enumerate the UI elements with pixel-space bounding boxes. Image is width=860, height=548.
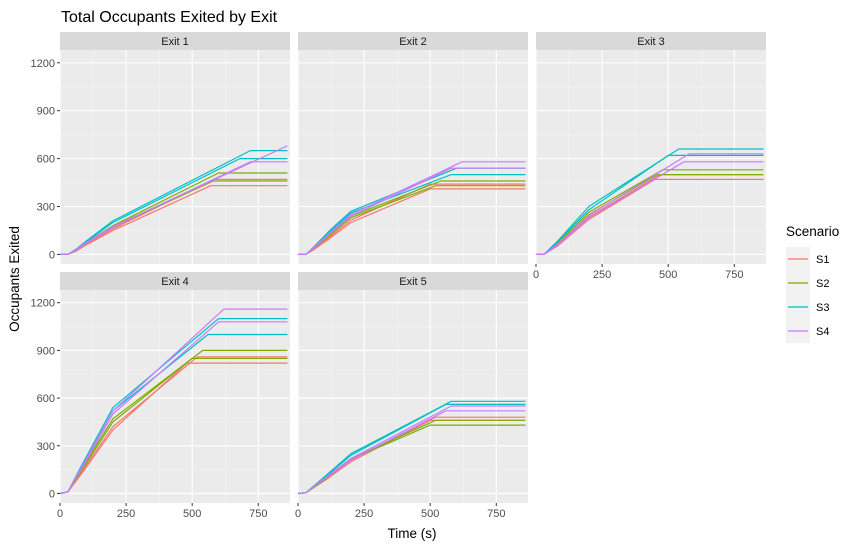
series-line-s4: [297, 405, 526, 495]
panel-background: [60, 290, 290, 503]
panel-background: [60, 50, 290, 264]
facet-strip-label: Exit 1: [161, 36, 189, 48]
x-tick-label: 250: [117, 508, 135, 520]
y-axis-title: Occupants Exited: [7, 226, 22, 332]
facet-panel: Exit 4 0 300 600 900 1200 0 250 500 750: [31, 272, 290, 520]
legend-title: Scenario: [786, 224, 839, 239]
panels: Exit 1 0 300 600 900 1200 Exit 2 Exit 3 0 250 500 7…: [31, 32, 766, 520]
x-tick-label: 750: [487, 508, 505, 520]
facet-panel: Exit 5 0 250 500 750: [295, 272, 528, 520]
facet-panel: Exit 2: [297, 32, 528, 264]
y-tick-label: 0: [49, 249, 55, 261]
y-tick-label: 0: [49, 488, 55, 500]
x-tick-label: 500: [421, 508, 439, 520]
y-tick-label: 1200: [31, 58, 55, 70]
legend-label: S2: [816, 278, 829, 290]
y-tick-label: 300: [37, 202, 55, 214]
legend-label: S3: [816, 302, 829, 314]
x-tick-label: 0: [57, 508, 63, 520]
series-line-s4: [536, 153, 764, 255]
facet-strip-label: Exit 5: [399, 276, 427, 288]
chart-title: Total Occupants Exited by Exit: [61, 9, 278, 26]
facet-panel: Exit 1 0 300 600 900 1200: [31, 32, 290, 264]
x-tick-label: 750: [725, 269, 743, 281]
facet-strip: [298, 272, 528, 290]
facet-strip: [536, 32, 766, 50]
series-line-s4: [60, 145, 288, 255]
x-tick-label: 0: [533, 269, 539, 281]
x-axis-title: Time (s): [388, 526, 437, 541]
y-tick-label: 900: [37, 106, 55, 118]
facet-strip-label: Exit 3: [637, 36, 665, 48]
y-tick-label: 900: [37, 345, 55, 357]
legend-label: S1: [816, 254, 829, 266]
y-tick-label: 300: [37, 441, 55, 453]
x-tick-label: 500: [183, 508, 201, 520]
legend: Scenario S1 S2 S3 S4: [786, 224, 839, 343]
facet-strip-label: Exit 2: [399, 36, 427, 48]
x-tick-label: 0: [295, 508, 301, 520]
facet-strip: [60, 272, 290, 290]
facet-panel: Exit 3 0 250 500 750: [533, 32, 766, 281]
facet-strip-label: Exit 4: [161, 276, 189, 288]
x-tick-label: 250: [355, 508, 373, 520]
y-tick-label: 600: [37, 154, 55, 166]
x-tick-label: 250: [593, 269, 611, 281]
x-tick-label: 500: [659, 269, 677, 281]
y-tick-label: 600: [37, 393, 55, 405]
facet-strip: [60, 32, 290, 50]
series-line-s4: [298, 161, 526, 255]
facet-strip: [298, 32, 528, 50]
y-tick-label: 1200: [31, 298, 55, 310]
x-tick-label: 750: [249, 508, 267, 520]
series-line-s4: [59, 308, 288, 495]
legend-label: S4: [816, 326, 829, 338]
